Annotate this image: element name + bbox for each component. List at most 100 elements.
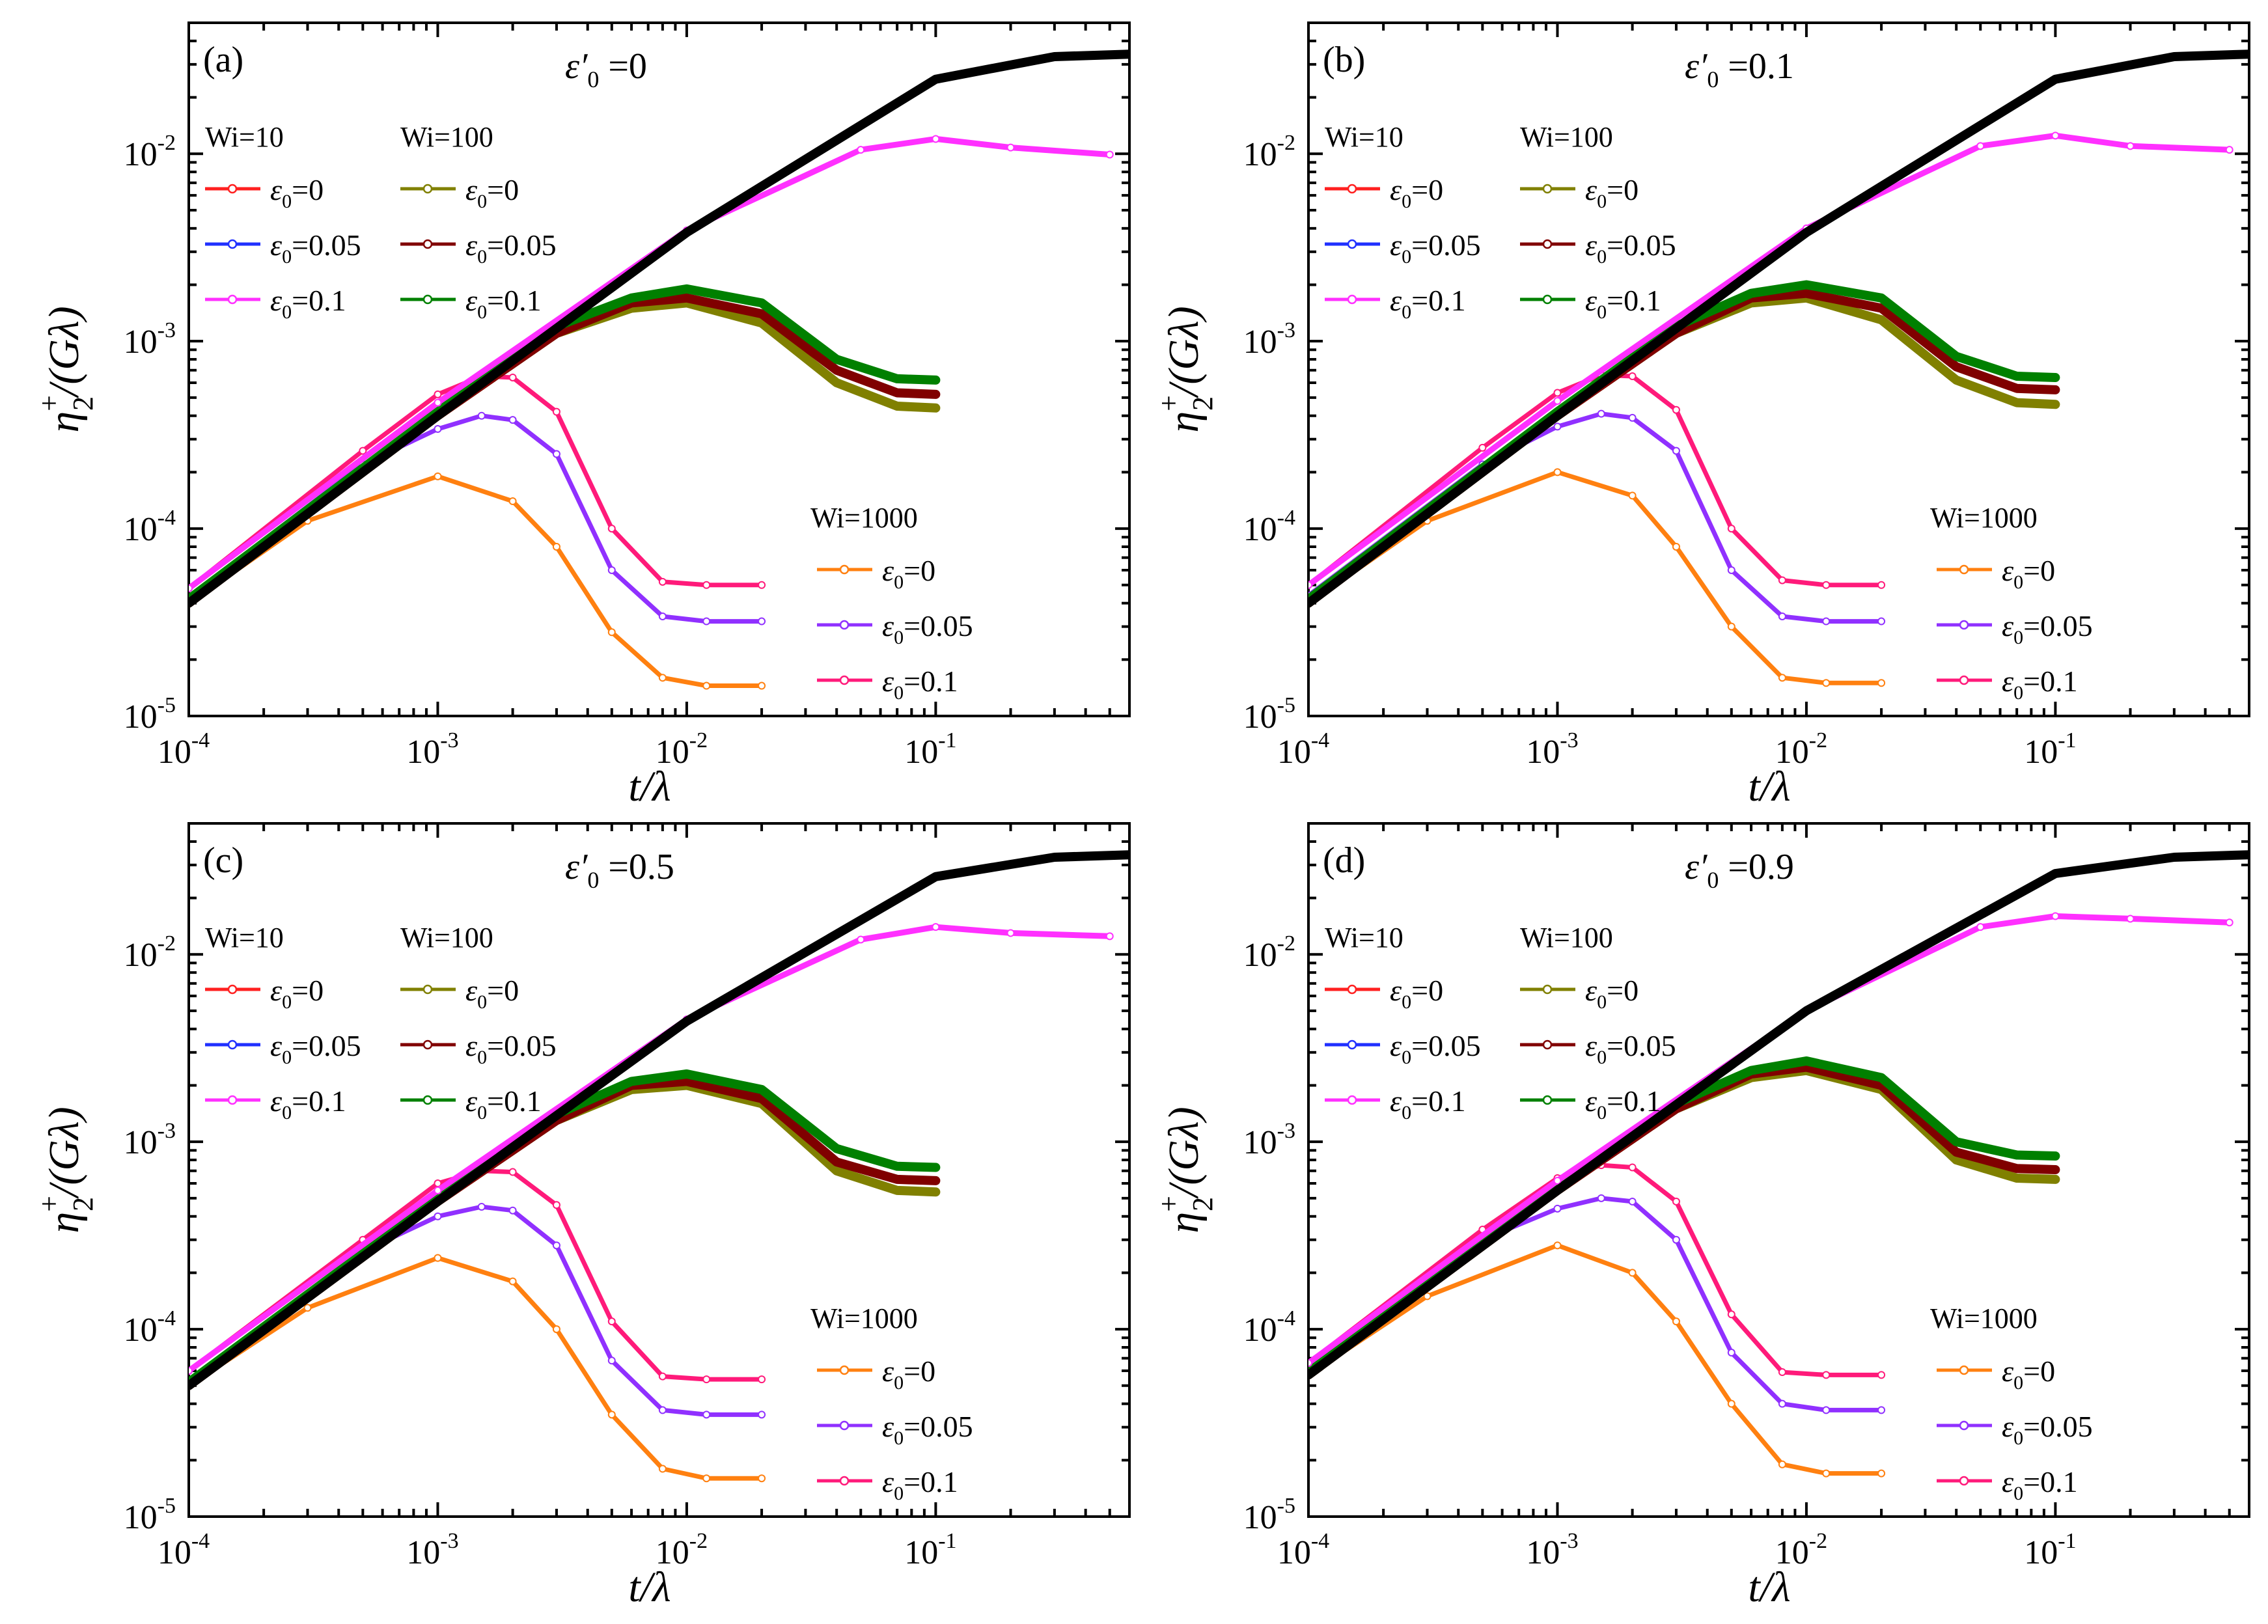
legend-title-wi10: Wi=10: [1325, 121, 1404, 153]
eps-prime-title: ε′0 =0.5: [565, 847, 674, 893]
legend-wi100-2-marker: [422, 294, 433, 305]
y-tick-base: 10: [124, 1124, 158, 1161]
data-point: [1778, 1460, 1786, 1468]
eps-sub: 0: [477, 991, 487, 1013]
series-line-wi10-eps01: [1308, 132, 2233, 588]
eps-symbol: ε: [270, 1084, 283, 1118]
series-line-wi1000: [1308, 372, 1884, 588]
legend-title-wi1000: Wi=1000: [810, 502, 918, 534]
data-point: [1727, 1310, 1736, 1319]
legend-wi10-1-marker: [227, 1039, 238, 1050]
eps-symbol: ε: [465, 173, 478, 206]
data-point: [552, 1325, 560, 1334]
data-point: [2225, 918, 2233, 927]
series-line-wi10-eps01: [1308, 913, 2233, 1366]
data-point: [189, 584, 193, 592]
legend-wi1000-0-label: ε0=0: [2002, 554, 2055, 593]
series-line-wi10-eps0: [189, 50, 1129, 607]
y-tick-base: 10: [124, 698, 158, 736]
eps-sub: 0: [477, 191, 487, 212]
y-tick-label: 10-5: [124, 1494, 176, 1536]
legend-wi1000-0-marker: [839, 564, 850, 575]
data-point: [1308, 1359, 1312, 1368]
panel-b: 10-510-410-310-210-4 10-3 10-2 10-1t/λη+2/(…: [1153, 21, 2250, 810]
x-tick-base: 10: [1526, 734, 1560, 771]
eps-sub: 0: [894, 1483, 904, 1504]
series-line-wi1000: [1308, 1163, 1884, 1377]
eps-value: =0.1: [487, 1084, 541, 1118]
eps-symbol: ε: [270, 974, 283, 1007]
legend-wi1000-0-marker: [1959, 564, 1969, 575]
legend-wi100-1-label: ε0=0.05: [1585, 228, 1676, 268]
eps-symbol: ε: [882, 1355, 894, 1388]
legend-wi1000-2-label: ε0=0.1: [2002, 1465, 2078, 1504]
data-point: [758, 1411, 766, 1419]
y-tick-exp: -3: [1277, 1119, 1295, 1143]
eps-symbol: ε: [1390, 228, 1402, 262]
eps-prime-value: =0.9: [1719, 847, 1794, 887]
eps-prime-value: =0.5: [599, 847, 674, 887]
eps-value: =0.1: [2023, 1465, 2077, 1498]
data-point: [477, 411, 486, 420]
data-point: [434, 1254, 442, 1262]
legend-wi10-1-label: ε0=0.05: [270, 228, 361, 268]
y-tick-exp: -4: [1277, 1306, 1295, 1330]
legend-wi100-0-label: ε0=0: [1585, 974, 1639, 1013]
panel-letter: (a): [203, 40, 243, 80]
data-point: [1727, 1349, 1736, 1357]
eps-value: =0: [904, 1355, 935, 1388]
eps-value: =0.1: [904, 665, 958, 698]
y-axis-label: η+2/(Gλ): [1153, 1107, 1219, 1233]
legend-wi1000-2-label: ε0=0.1: [882, 1465, 958, 1504]
eps-sub: 0: [894, 1427, 904, 1449]
x-tick-base: 10: [406, 1534, 440, 1571]
data-point: [508, 1168, 517, 1176]
eps-prime-title: ε′0 =0.9: [1685, 847, 1794, 893]
y-tick-label: 10-3: [1243, 1119, 1295, 1161]
data-point: [1877, 1371, 1886, 1379]
eps-sub: 0: [1597, 301, 1607, 323]
y-tick-label: 10-3: [124, 1119, 176, 1161]
series-line-wi1000: [1308, 1196, 1884, 1412]
series-line-wi10-eps005: [189, 850, 1129, 1390]
data-point: [1778, 1399, 1786, 1408]
legend-wi10-2-marker: [227, 294, 238, 305]
legend-wi100-0-label: ε0=0: [465, 173, 519, 212]
x-tick-base: 10: [1526, 1534, 1560, 1571]
eps-sub: 0: [2013, 627, 2023, 648]
x-tick-exp: -3: [440, 1529, 458, 1553]
eps-symbol: ε: [882, 665, 894, 698]
x-tick-label: 10-4: [1277, 1529, 1329, 1571]
data-point: [1553, 468, 1562, 476]
y-label-sub: 2: [67, 396, 99, 411]
eps-prime-sub: 0: [587, 66, 599, 92]
eps-symbol: ε: [1585, 1029, 1597, 1062]
x-tick-label: 10-1: [904, 728, 956, 771]
data-point: [1628, 1163, 1637, 1172]
x-tick-label: 10-2: [656, 728, 708, 771]
y-label-eta: η: [40, 411, 88, 433]
series-group: [1308, 49, 2249, 687]
legend-title-wi1000: Wi=1000: [1930, 1302, 2038, 1334]
y-tick-base: 10: [1243, 1499, 1277, 1536]
x-tick-label: 10-2: [1775, 1529, 1827, 1571]
data-point: [359, 447, 367, 455]
x-tick-label: 10-3: [1526, 1529, 1578, 1571]
y-tick-label: 10-4: [124, 506, 176, 548]
series-line-wi10-eps01: [189, 135, 1113, 592]
data-point: [932, 135, 940, 143]
data-point: [857, 935, 865, 944]
legend-wi10-1-label: ε0=0.05: [270, 1029, 361, 1068]
data-point: [508, 1277, 517, 1286]
y-label-rest: /(Gλ): [40, 306, 88, 399]
legend-wi10-0-marker: [1347, 984, 1357, 995]
x-tick-label: 10-1: [2024, 1529, 2076, 1571]
y-tick-label: 10-2: [1243, 931, 1295, 974]
series-group: [189, 850, 1129, 1483]
legend-wi10-0-label: ε0=0: [1390, 974, 1443, 1013]
eps-value: =0.1: [2023, 665, 2077, 698]
x-tick-base: 10: [1775, 734, 1809, 771]
legend-title-wi100: Wi=100: [400, 922, 493, 954]
data-point: [658, 1406, 667, 1414]
